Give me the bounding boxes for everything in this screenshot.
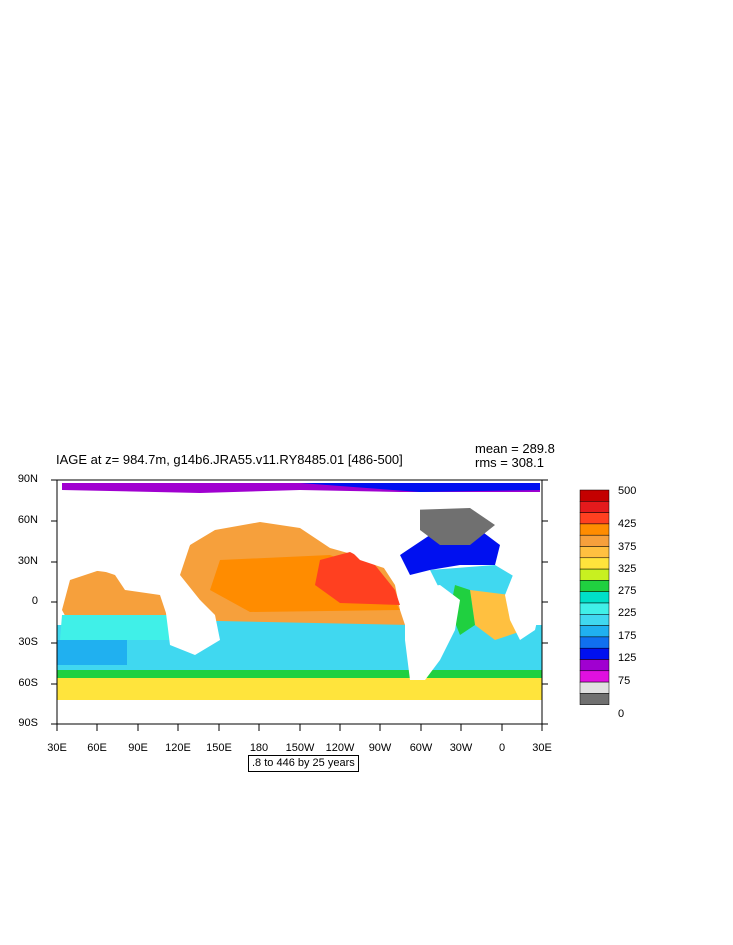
- north-atlantic: [400, 530, 500, 575]
- lat-label-90s: 90S: [18, 717, 38, 729]
- colorbar-swatch: [579, 647, 610, 660]
- colorbar-label-325: 325: [618, 563, 637, 575]
- antarctica: [57, 700, 542, 724]
- southern-ocean-blue: [57, 640, 127, 665]
- colorbar-label-225: 225: [618, 607, 637, 619]
- africa: [505, 560, 542, 640]
- colorbar-swatch: [579, 557, 610, 570]
- mean-stat: mean = 289.8: [475, 441, 555, 456]
- colorbar-swatch: [579, 602, 610, 615]
- lat-label-60n: 60N: [17, 514, 38, 526]
- colorbar-swatch: [579, 693, 610, 705]
- lon-label-0: 0: [498, 742, 506, 754]
- colorbar-label-500: 500: [618, 485, 637, 497]
- asia: [62, 495, 400, 580]
- north-america: [330, 495, 420, 570]
- lat-label-90n: 90N: [17, 473, 38, 485]
- colorbar-label-425: 425: [618, 518, 637, 530]
- colorbar-swatch: [579, 591, 610, 604]
- colorbar-swatch: [579, 512, 610, 525]
- colorbar-label-275: 275: [618, 585, 637, 597]
- indian-ocean: [62, 570, 170, 625]
- lon-label-30e-right: 30E: [532, 742, 552, 754]
- arctic-grey: [410, 508, 495, 545]
- ocean-field: [57, 483, 542, 724]
- colorbar-swatch: [579, 625, 610, 638]
- lat-label-60s: 60S: [18, 677, 38, 689]
- contour-info-box: .8 to 446 by 25 years: [248, 755, 359, 772]
- australia: [165, 600, 220, 655]
- colorbar: [579, 489, 610, 705]
- lon-label-60w: 60W: [409, 742, 433, 754]
- colorbar-swatch: [579, 489, 610, 502]
- colorbar-label-175: 175: [618, 630, 637, 642]
- colorbar-label-0: 0: [618, 708, 625, 720]
- colorbar-label-75: 75: [618, 675, 631, 687]
- colorbar-label-125: 125: [618, 652, 637, 664]
- south-america: [405, 585, 460, 680]
- colorbar-swatch: [579, 523, 610, 536]
- colorbar-swatch: [579, 580, 610, 592]
- colorbar-swatch: [579, 681, 610, 694]
- colorbar-swatch: [579, 614, 610, 626]
- lon-label-120e: 120E: [165, 742, 191, 754]
- lon-label-180: 180: [249, 742, 269, 754]
- colorbar-swatch: [579, 670, 610, 683]
- indian-ocean-south: [60, 615, 180, 640]
- lon-label-90w: 90W: [368, 742, 392, 754]
- tick-marks: [51, 479, 548, 731]
- south-pacific-band: [170, 620, 410, 650]
- colorbar-swatch: [579, 534, 610, 547]
- lon-label-60e: 60E: [87, 742, 107, 754]
- colorbar-swatch: [579, 501, 610, 513]
- colorbar-swatch: [579, 659, 610, 672]
- lon-label-90e: 90E: [128, 742, 148, 754]
- lat-label-30n: 30N: [17, 555, 38, 567]
- lat-label-eq: 0: [31, 595, 38, 607]
- colorbar-label-375: 375: [618, 541, 637, 553]
- lon-label-150e: 150E: [206, 742, 232, 754]
- lat-label-30s: 30S: [18, 636, 38, 648]
- plot-title: IAGE at z= 984.7m, g14b6.JRA55.v11.RY848…: [56, 452, 403, 467]
- colorbar-swatch: [579, 568, 610, 581]
- lon-label-150w: 150W: [285, 742, 315, 754]
- colorbar-swatch: [579, 636, 610, 649]
- arctic-blue: [300, 483, 540, 492]
- eastern-tropical-pacific: [315, 552, 400, 605]
- rms-stat: rms = 308.1: [475, 455, 545, 470]
- lon-label-120w: 120W: [325, 742, 355, 754]
- lon-label-30w: 30W: [449, 742, 473, 754]
- lon-label-30e: 30E: [47, 742, 67, 754]
- colorbar-swatch: [579, 546, 610, 559]
